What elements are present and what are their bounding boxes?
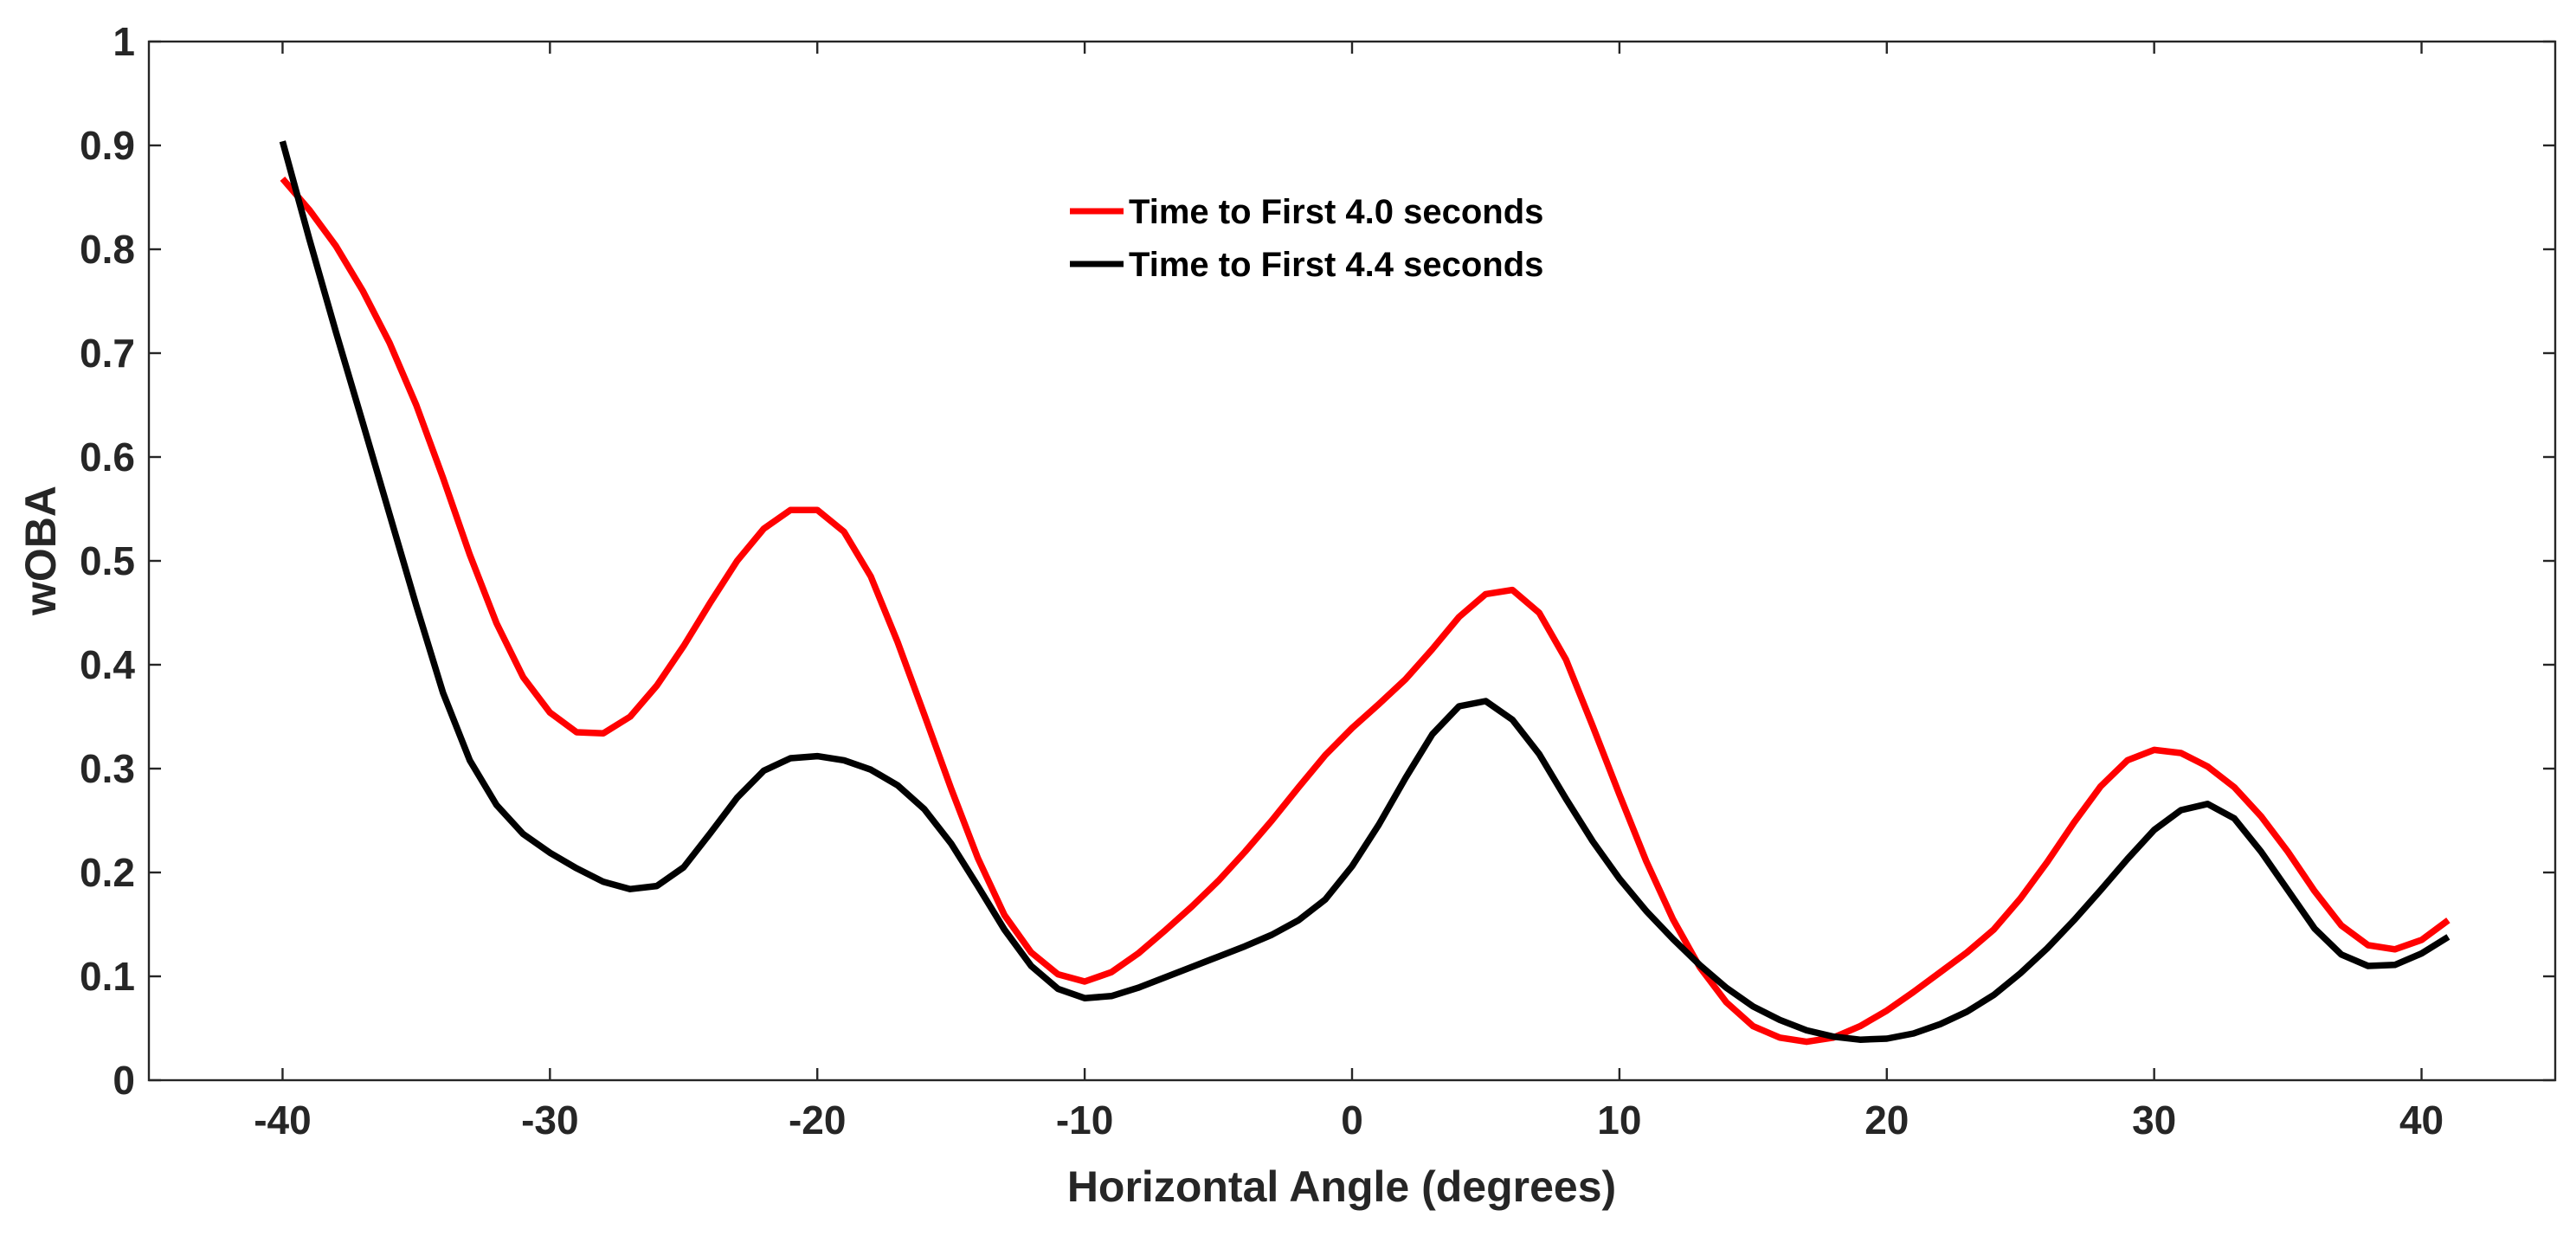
- legend-label-series-2: Time to First 4.4 seconds: [1129, 246, 1543, 284]
- y-tick-label: 0.7: [80, 331, 135, 376]
- x-tick-label: 0: [1341, 1098, 1363, 1143]
- x-tick-label: 30: [2132, 1098, 2176, 1143]
- series-line-2: [279, 140, 2450, 1043]
- x-tick-label: -10: [1056, 1098, 1113, 1143]
- series-line-1: [280, 176, 2450, 1046]
- x-axis-title: Horizontal Angle (degrees): [1067, 1162, 1616, 1211]
- legend-label-series-1: Time to First 4.0 seconds: [1129, 193, 1543, 231]
- y-tick-label: 0.5: [80, 538, 135, 583]
- y-tick-label: 0.1: [80, 954, 135, 999]
- y-tick-label: 0.8: [80, 227, 135, 272]
- y-axis-title: wOBA: [16, 486, 65, 616]
- y-tick-label: 0: [113, 1058, 135, 1103]
- x-tick-label: -20: [789, 1098, 846, 1143]
- x-tick-label: -30: [521, 1098, 578, 1143]
- x-tick-label: 40: [2399, 1098, 2444, 1143]
- data-series: [279, 140, 2450, 1046]
- y-tick-label: 0.9: [80, 123, 135, 168]
- x-tick-label: -40: [254, 1098, 311, 1143]
- y-tick-label: 0.3: [80, 746, 135, 791]
- y-tick-label: 0.4: [80, 642, 135, 687]
- x-tick-label: 10: [1597, 1098, 1641, 1143]
- y-tick-label: 0.6: [80, 435, 135, 480]
- axis-ticks: -40 -30 -20 -10 0 10 20 30 40 0 0.1 0.2 0.3 0.4 0.5 0.6…: [80, 19, 2555, 1143]
- y-tick-label: 1: [113, 19, 135, 64]
- y-tick-label: 0.2: [80, 850, 135, 895]
- x-tick-label: 20: [1864, 1098, 1909, 1143]
- legend: Time to First 4.0 seconds Time to First …: [1070, 193, 1543, 284]
